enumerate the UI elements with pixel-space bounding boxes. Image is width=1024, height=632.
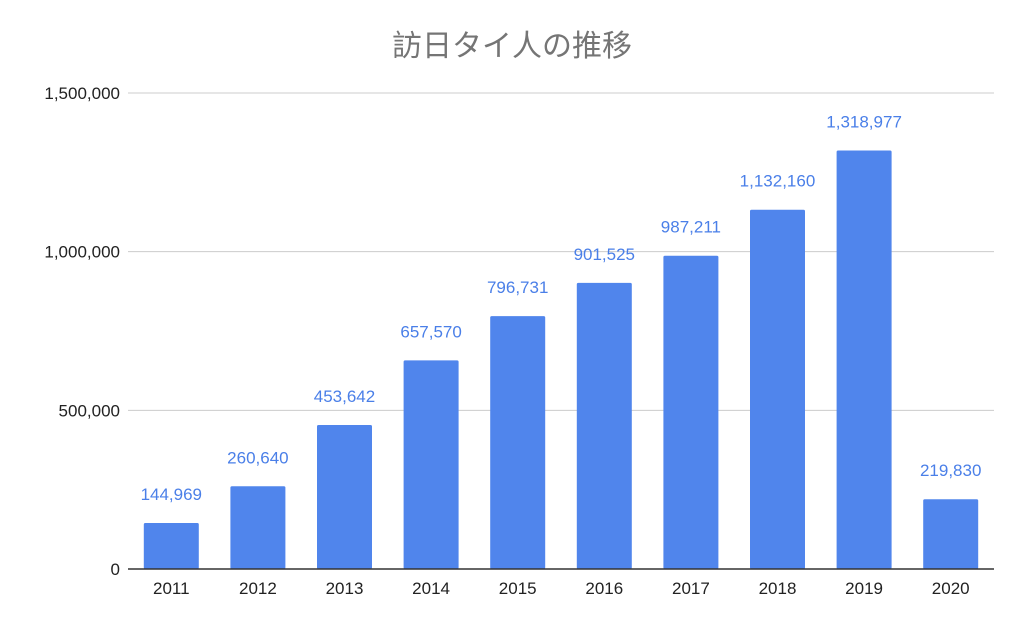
bar-2018 — [750, 209, 805, 569]
data-labels: 144,969 260,640 453,642 657,570 796,731 901,5… — [141, 112, 982, 504]
x-tick-label: 2017 — [672, 579, 710, 598]
x-tick-label: 2018 — [759, 579, 797, 598]
x-tick-label: 2012 — [239, 579, 277, 598]
data-label-2014: 657,570 — [400, 322, 461, 341]
x-tick-label: 2013 — [326, 579, 364, 598]
data-label-2018: 1,132,160 — [740, 172, 816, 191]
bar-2015 — [490, 316, 546, 569]
bar-2014 — [403, 360, 459, 569]
y-tick-label: 1,000,000 — [44, 243, 120, 262]
bar-2012 — [230, 486, 286, 569]
y-axis: 0 500,000 1,000,000 1,500,000 — [44, 84, 120, 579]
bar-2013 — [317, 425, 372, 569]
x-tick-label: 2015 — [499, 579, 537, 598]
data-label-2019: 1,318,977 — [826, 112, 902, 131]
x-axis: 2011 2012 2013 2014 2015 2016 2017 2018 2019 2020 — [128, 568, 994, 598]
data-label-2016: 901,525 — [574, 245, 635, 264]
bar-2017 — [663, 255, 719, 569]
x-tick-label: 2020 — [932, 579, 970, 598]
chart-title: 訪日タイ人の推移 — [392, 30, 632, 63]
data-label-2015: 796,731 — [487, 278, 548, 297]
y-tick-label: 1,500,000 — [44, 84, 120, 103]
bar-2016 — [576, 282, 632, 569]
x-tick-label: 2011 — [153, 579, 190, 598]
data-label-2020: 219,830 — [920, 461, 981, 480]
x-tick-label: 2016 — [585, 579, 623, 598]
x-tick-label: 2019 — [845, 579, 883, 598]
x-tick-label: 2014 — [412, 579, 450, 598]
bar-2011 — [143, 522, 199, 569]
y-tick-label: 500,000 — [59, 401, 120, 420]
data-label-2013: 453,642 — [314, 387, 375, 406]
y-tick-label: 0 — [111, 560, 120, 579]
bar-2020 — [923, 499, 979, 569]
bars — [143, 150, 979, 569]
bar-2019 — [836, 150, 892, 569]
data-label-2011: 144,969 — [141, 485, 202, 504]
data-label-2017: 987,211 — [661, 218, 721, 237]
data-label-2012: 260,640 — [227, 448, 288, 467]
